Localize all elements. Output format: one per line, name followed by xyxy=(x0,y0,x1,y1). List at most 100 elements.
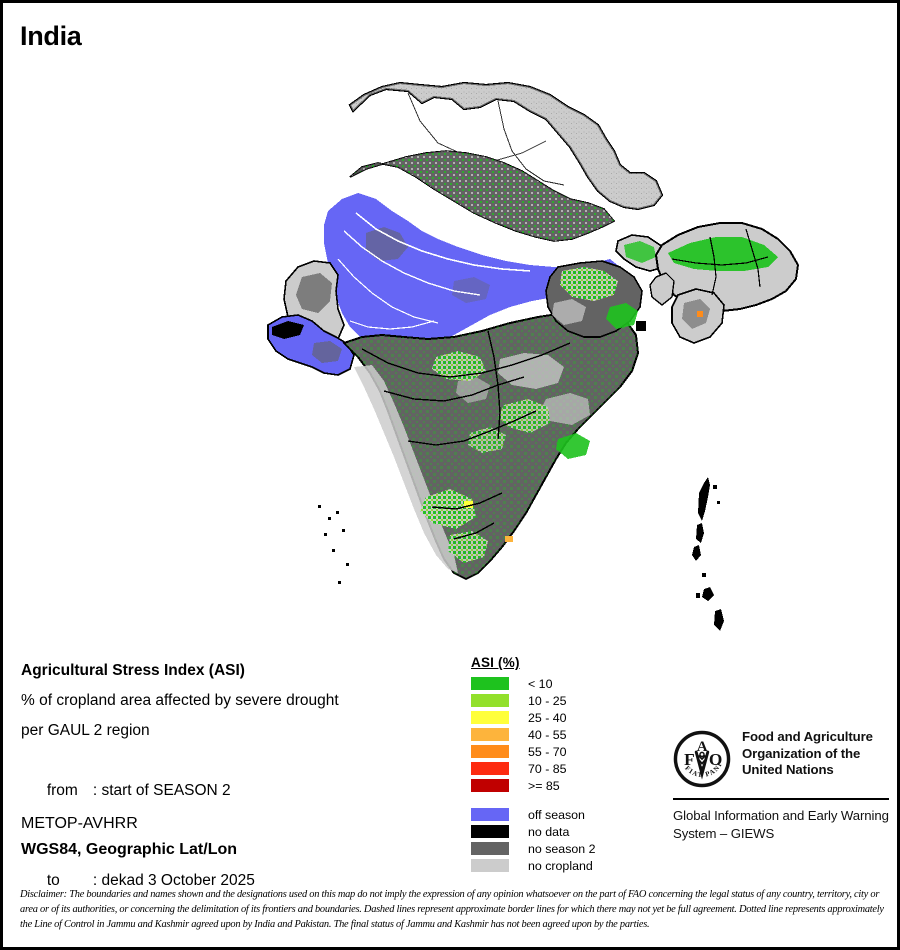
ne-border-3 xyxy=(745,228,761,288)
legend-swatch-40-55 xyxy=(471,728,509,741)
jharkhand-grey-patch xyxy=(552,299,586,325)
lakshadweep-islands xyxy=(318,505,349,584)
plain-grey-patch-1 xyxy=(366,227,408,261)
legend-label-70-85: 70 - 85 xyxy=(528,761,567,776)
gulf-of-kachchh xyxy=(272,321,304,339)
legend-item-70-85[interactable]: 70 - 85 xyxy=(471,760,596,777)
lakshadweep-islet-1 xyxy=(318,505,321,508)
region-indo-gangetic-plain xyxy=(324,193,620,351)
green-cluster-coastal-andhra xyxy=(556,433,590,459)
region-northeast-india xyxy=(649,222,800,344)
fao-divider xyxy=(673,798,889,800)
svg-text:A: A xyxy=(697,739,708,755)
legend-item-lt10[interactable]: < 10 xyxy=(471,675,596,692)
state-border-2 xyxy=(383,376,525,402)
lakshadweep-islet-2 xyxy=(328,517,331,520)
ganges-delta-green xyxy=(560,267,618,301)
state-border-3 xyxy=(407,410,537,446)
period-to: to : dekad 3 October 2025 xyxy=(21,836,451,926)
legend-item-no-data[interactable]: no data xyxy=(471,823,596,840)
disclaimer-text: Disclaimer: The boundaries and names sho… xyxy=(20,889,884,931)
projection-label: WGS84, Geographic Lat/Lon xyxy=(21,841,238,858)
manipur-grey-patch xyxy=(682,299,710,329)
himalayan-belt-texture xyxy=(350,151,614,241)
fao-organization-name: Food and Agriculture Organization of the… xyxy=(742,729,873,777)
south-andaman xyxy=(692,545,701,561)
legend-swatch-lt10 xyxy=(471,677,509,690)
legend-item-25-40[interactable]: 25 - 40 xyxy=(471,709,596,726)
lakshadweep-islet-3 xyxy=(336,511,339,514)
state-border-6 xyxy=(487,330,501,440)
kashmir-texture xyxy=(350,83,662,209)
legend-title: ASI (%) xyxy=(471,655,520,670)
fao-logo-icon: F A O FIAT PANIS xyxy=(673,729,731,789)
legend-swatch-gte85 xyxy=(471,779,509,792)
legend-item-no-cropland[interactable]: no cropland xyxy=(471,857,596,874)
sensor-label: METOP-AVHRR xyxy=(21,815,138,832)
legend-swatch-25-40 xyxy=(471,711,509,724)
legend-swatch-no-data xyxy=(471,825,509,838)
legend-item-off-season[interactable]: off season xyxy=(471,806,596,823)
fao-branding-block: F A O FIAT PANIS xyxy=(673,729,889,843)
asi-region-level: per GAUL 2 region xyxy=(21,722,150,739)
legend-label-25-40: 25 - 40 xyxy=(528,710,567,725)
siliguri-green xyxy=(624,241,656,263)
west-bengal-green xyxy=(606,303,638,329)
deccan-patch-2 xyxy=(540,393,590,425)
legend-label-40-55: 40 - 55 xyxy=(528,727,567,742)
legend-item-55-70[interactable]: 55 - 70 xyxy=(471,743,596,760)
andaman-islet-1 xyxy=(713,485,717,489)
period-to-value: : dekad 3 October 2025 xyxy=(92,872,255,889)
legend-item-40-55[interactable]: 40 - 55 xyxy=(471,726,596,743)
state-border-4 xyxy=(431,492,503,510)
legend-label-10-25: 10 - 25 xyxy=(528,693,567,708)
plain-grey-patch-2 xyxy=(452,277,490,303)
region-gujarat xyxy=(267,314,355,376)
gujarat-grey-patch xyxy=(312,341,342,363)
asi-subtitle: % of cropland area affected by severe dr… xyxy=(21,692,339,709)
tripura-shape xyxy=(649,272,675,306)
legend-swatch-no-season-2 xyxy=(471,842,509,855)
legend-label-no-cropland: no cropland xyxy=(528,858,593,873)
legend-spacer xyxy=(471,794,596,806)
period-from-value: : start of SEASON 2 xyxy=(92,782,231,799)
north-andaman xyxy=(698,477,710,521)
region-eastern-india xyxy=(545,260,646,338)
legend-swatch-no-cropland xyxy=(471,859,509,872)
legend-item-gte85[interactable]: >= 85 xyxy=(471,777,596,794)
andaman-islet-2 xyxy=(717,501,720,504)
lakshadweep-islet-7 xyxy=(346,563,349,566)
state-border-1 xyxy=(361,342,571,378)
legend-label-no-data: no data xyxy=(528,824,570,839)
legend-swatch-55-70 xyxy=(471,745,509,758)
asi-orange-patch-tamilnadu xyxy=(505,536,513,542)
lakshadweep-islet-6 xyxy=(332,549,335,552)
legend-item-10-25[interactable]: 10 - 25 xyxy=(471,692,596,709)
giews-system-name: Global Information and Early Warning Sys… xyxy=(673,808,889,841)
green-cluster-maharashtra xyxy=(468,427,506,453)
legend-label-lt10: < 10 xyxy=(528,676,553,691)
legend-swatch-70-85 xyxy=(471,762,509,775)
ne-border-1 xyxy=(671,256,769,266)
svg-text:F: F xyxy=(684,750,695,769)
river-ganges xyxy=(355,212,531,272)
legend-item-no-season-2[interactable]: no season 2 xyxy=(471,840,596,857)
map-legend: ASI (%) < 10 10 - 25 25 - 40 40 - 55 55 … xyxy=(471,655,596,874)
lakshadweep-islet-4 xyxy=(324,533,327,536)
state-border-5 xyxy=(453,522,495,540)
river-chambal xyxy=(337,258,439,324)
ne-border-2 xyxy=(709,236,717,296)
period-from: from: start of SEASON 2 xyxy=(21,746,451,836)
region-peninsular-india xyxy=(342,309,640,581)
kashmir-admin-line-2 xyxy=(497,100,565,186)
legend-label-gte85: >= 85 xyxy=(528,778,560,793)
asi-orange-patch-manipur xyxy=(697,311,703,317)
period-to-key: to xyxy=(46,872,60,889)
legend-label-55-70: 55 - 70 xyxy=(528,744,567,759)
india-asi-map[interactable] xyxy=(258,81,818,646)
lakshadweep-islet-8 xyxy=(338,581,341,584)
sundarbans-no-data xyxy=(636,321,646,331)
andaman-nicobar-islands xyxy=(692,477,724,631)
svg-text:O: O xyxy=(709,750,722,769)
